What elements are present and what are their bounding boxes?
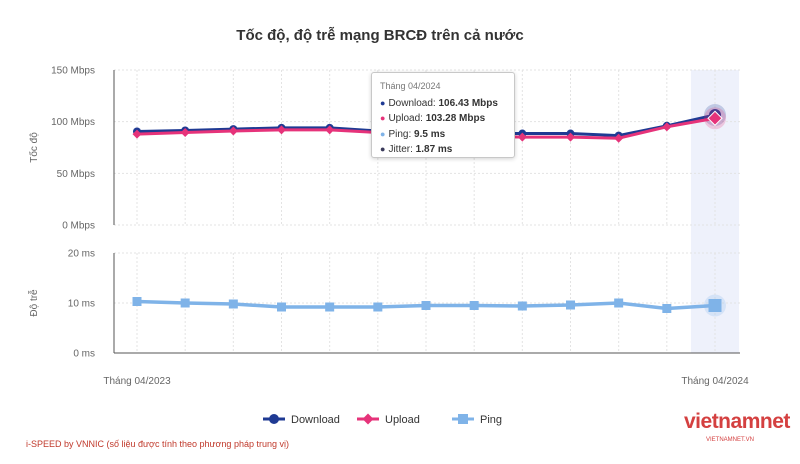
point-upload[interactable] [517,132,527,142]
legend-label: Ping [480,414,502,426]
tooltip-header: Tháng 04/2024 [380,81,441,91]
y-tick-label: 100 Mbps [51,117,95,128]
tooltip-dot-jitter: ● [380,144,386,154]
tooltip-row-download: ● Download: 106.43 Mbps [380,96,506,112]
logo-wordmark: vietnamnet [684,410,790,433]
legend-item-ping[interactable]: Ping [452,414,502,426]
point-upload[interactable] [277,125,286,135]
point-ping[interactable] [662,304,672,313]
legend-item-upload[interactable]: Upload [357,413,420,427]
point-ping[interactable] [325,302,335,312]
point-ping[interactable] [277,302,286,312]
tooltip-label-ping: Ping: [388,128,412,140]
tooltip-label-upload: Upload: [388,113,423,124]
tooltip-dot-upload: ● [380,113,386,123]
tooltip-row-ping: ● Ping: 9.5 ms [380,127,506,143]
point-ping[interactable] [566,300,575,310]
legend-marker [362,413,374,425]
logo-url: VIETNAMNET.VN [706,437,755,443]
legend-marker [269,414,279,424]
footnote: i-SPEED by VNNIC (số liệu được tính theo… [26,439,289,449]
tooltip-value-download: 106.43 Mbps [438,97,498,109]
point-ping[interactable] [469,301,479,310]
series-ping [132,294,726,317]
vietnamnet-logo: vietnamnet VIETNAMNET.VN [684,410,792,450]
point-ping[interactable] [517,301,527,311]
point-ping[interactable] [180,298,190,308]
point-upload[interactable] [707,110,723,126]
legend-label: Download [291,414,340,426]
legend[interactable]: Download Upload Ping [263,413,502,427]
tooltip-value-upload: 103.28 Mbps [425,113,486,124]
x-tick-label: Tháng 04/2024 [681,376,749,387]
point-upload[interactable] [662,122,672,132]
point-ping[interactable] [708,299,722,312]
point-ping[interactable] [421,301,431,310]
point-ping[interactable] [614,298,624,308]
y-axis-label: Độ trễ [27,289,40,317]
y-tick-label: 0 ms [73,349,95,360]
x-tick-label: Tháng 04/2023 [103,376,171,387]
y-tick-label: 0 Mbps [62,221,95,232]
tooltip-label-jitter: Jitter: [388,144,413,155]
tooltip: Tháng 04/2024 ● Download: 106.43 Mbps ● Up… [371,72,515,158]
y-tick-label: 10 ms [68,299,95,310]
legend-label: Upload [385,414,420,426]
legend-item-download[interactable]: Download [263,414,340,426]
point-ping[interactable] [373,302,383,312]
y-tick-label: 20 ms [68,249,95,260]
y-axis-label: Tốc độ [28,132,40,163]
tooltip-dot-ping: ● [380,128,386,139]
tooltip-row-jitter: ● Jitter: 1.87 ms [380,142,506,158]
point-upload[interactable] [180,128,190,138]
tooltip-row-upload: ● Upload: 103.28 Mbps [380,111,506,127]
point-upload[interactable] [614,133,624,143]
axes: 150 Mbps 100 Mbps 50 Mbps 0 Mbps Tốc độ 20 ms… [27,66,749,388]
point-upload[interactable] [132,129,142,139]
y-tick-label: 150 Mbps [51,66,95,77]
tooltip-label-download: Download: [388,97,436,109]
chart-title: Tốc độ, độ trễ mạng BRCĐ trên cả nước [236,27,523,44]
point-upload[interactable] [325,125,335,135]
y-tick-label: 50 Mbps [57,169,95,180]
point-upload[interactable] [228,126,238,136]
tooltip-value-jitter: 1.87 ms [415,144,453,155]
tooltip-value-ping: 9.5 ms [414,128,446,140]
tooltip-dot-download: ● [380,97,386,108]
legend-marker [458,414,468,424]
point-ping[interactable] [132,297,142,306]
point-ping[interactable] [228,299,238,309]
point-upload[interactable] [566,132,575,142]
